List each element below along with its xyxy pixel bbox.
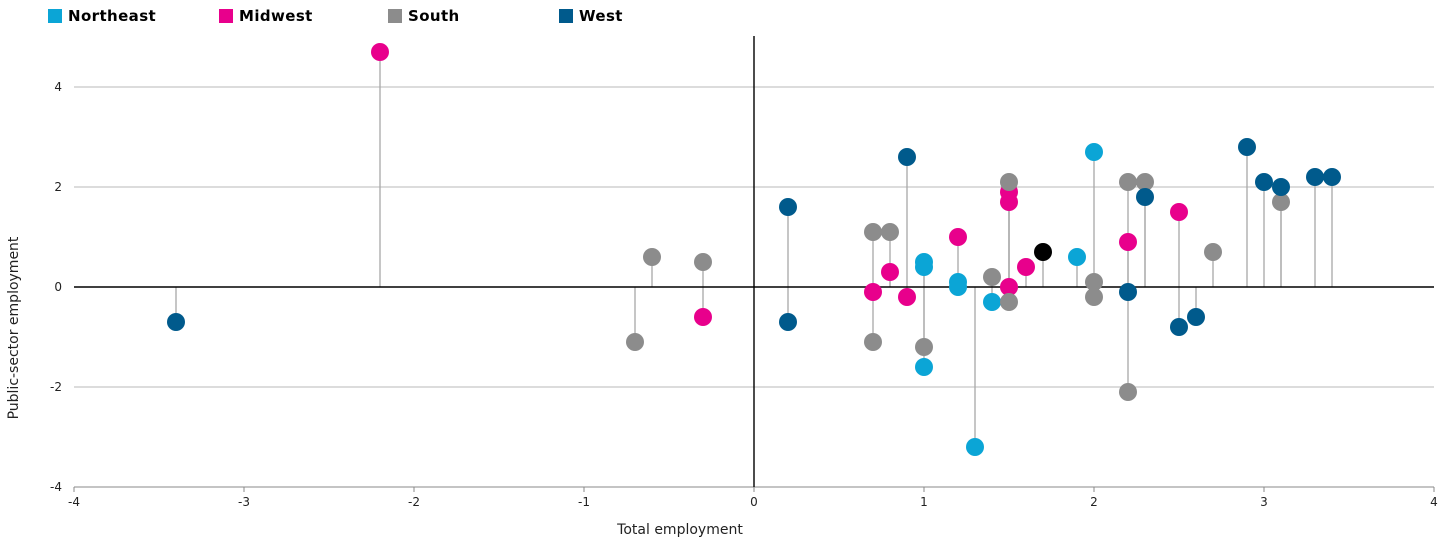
point-west: [1272, 178, 1290, 196]
point-northeast: [1085, 143, 1103, 161]
x-tick-label: -2: [408, 495, 420, 509]
point-south: [1085, 288, 1103, 306]
x-tick-label: 3: [1260, 495, 1268, 509]
legend-item-northeast: Northeast: [48, 7, 156, 25]
x-tick-label: 2: [1090, 495, 1098, 509]
point-west: [779, 313, 797, 331]
legend-swatch-west: [559, 9, 573, 23]
x-axis-title: Total employment: [616, 522, 743, 538]
point-south: [864, 333, 882, 351]
point-south: [1119, 173, 1137, 191]
point-midwest: [371, 43, 389, 61]
point-south: [1136, 173, 1154, 191]
point-south: [915, 338, 933, 356]
legend-label-south: South: [408, 7, 460, 25]
point-south: [626, 333, 644, 351]
point-west: [1136, 188, 1154, 206]
legend-swatch-midwest: [219, 9, 233, 23]
legend-label-northeast: Northeast: [68, 7, 157, 25]
legend-label-midwest: Midwest: [239, 7, 313, 25]
point-south: [1204, 243, 1222, 261]
x-tick-label: 0: [750, 495, 758, 509]
legend-swatch-south: [388, 9, 402, 23]
point-south: [1000, 173, 1018, 191]
point-south: [881, 223, 899, 241]
point-south: [643, 248, 661, 266]
point-highlight: [1034, 243, 1052, 261]
x-tick-label: -3: [238, 495, 250, 509]
legend-swatch-northeast: [48, 9, 62, 23]
point-west: [1238, 138, 1256, 156]
point-west: [1306, 168, 1324, 186]
y-tick-label: 2: [54, 180, 62, 194]
point-northeast: [915, 258, 933, 276]
point-northeast: [1068, 248, 1086, 266]
x-tick-label: -1: [578, 495, 590, 509]
point-midwest: [694, 308, 712, 326]
x-tick-label: 4: [1430, 495, 1438, 509]
x-tick-label: 1: [920, 495, 928, 509]
point-south: [694, 253, 712, 271]
point-midwest: [1000, 193, 1018, 211]
point-west: [1170, 318, 1188, 336]
point-northeast: [983, 293, 1001, 311]
point-midwest: [898, 288, 916, 306]
legend-item-south: South: [388, 7, 460, 25]
point-south: [1272, 193, 1290, 211]
point-west: [779, 198, 797, 216]
legend-label-west: West: [579, 7, 623, 25]
point-midwest: [1119, 233, 1137, 251]
point-midwest: [864, 283, 882, 301]
point-midwest: [881, 263, 899, 281]
point-midwest: [949, 228, 967, 246]
point-northeast: [966, 438, 984, 456]
point-south: [1000, 293, 1018, 311]
x-tick-label: -4: [68, 495, 80, 509]
point-south: [864, 223, 882, 241]
y-tick-label: -2: [50, 380, 62, 394]
point-south: [1085, 273, 1103, 291]
point-west: [898, 148, 916, 166]
point-northeast: [949, 278, 967, 296]
legend-item-midwest: Midwest: [219, 7, 313, 25]
point-midwest: [1000, 278, 1018, 296]
y-tick-label: 0: [54, 280, 62, 294]
point-midwest: [1017, 258, 1035, 276]
y-axis-title: Public-sector employment: [6, 236, 22, 419]
tick-labels: -4 -2 0 2 4 -4 -3 -2 -1 0 1 2 3 4: [50, 80, 1438, 509]
y-tick-label: -4: [50, 480, 62, 494]
point-south: [1119, 383, 1137, 401]
y-tick-label: 4: [54, 80, 62, 94]
point-west: [1323, 168, 1341, 186]
point-west: [1255, 173, 1273, 191]
point-west: [167, 313, 185, 331]
point-midwest: [1170, 203, 1188, 221]
point-west: [1187, 308, 1205, 326]
point-west: [1119, 283, 1137, 301]
legend-item-west: West: [559, 7, 623, 25]
point-south: [983, 268, 1001, 286]
data-points: [167, 43, 1341, 456]
axes: [73, 36, 1435, 492]
point-northeast: [915, 358, 933, 376]
